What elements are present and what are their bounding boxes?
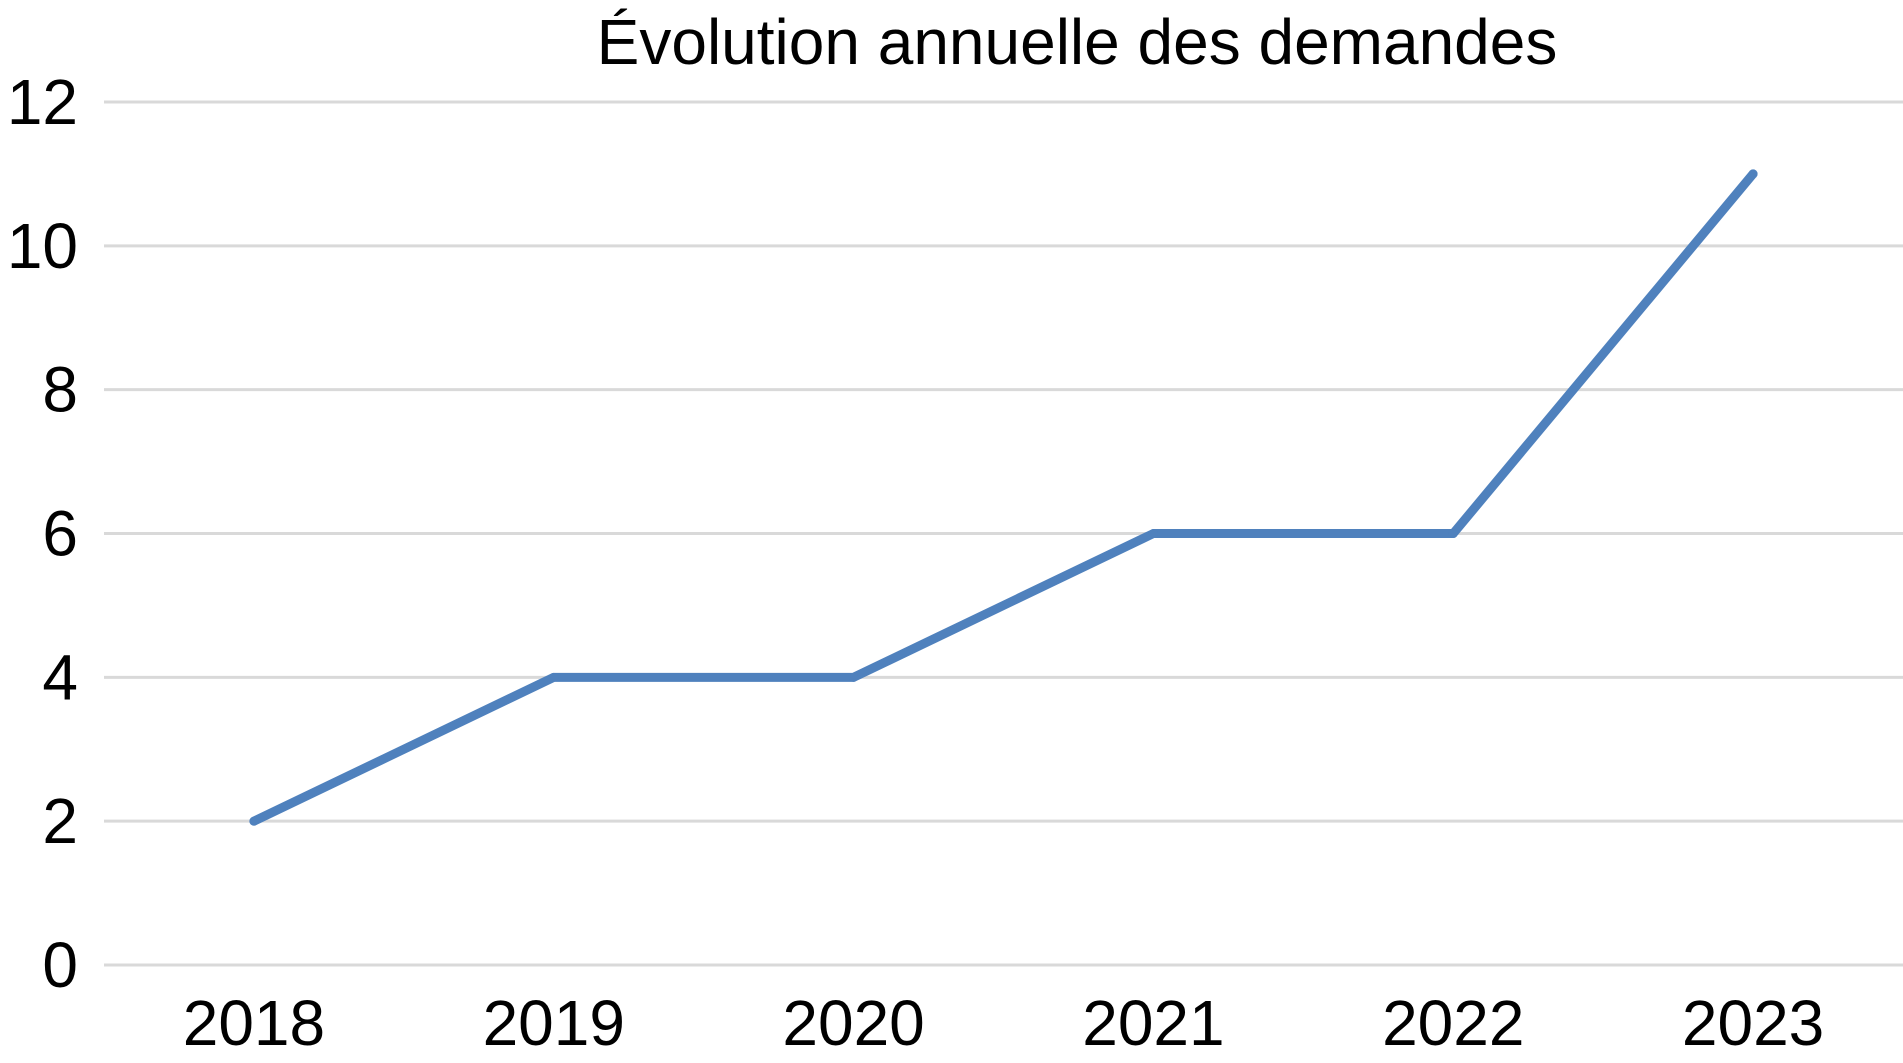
y-tick-label: 4 (42, 641, 78, 713)
y-tick-label: 12 (7, 66, 78, 138)
x-tick-label: 2019 (483, 987, 625, 1059)
data-point (849, 672, 859, 682)
y-tick-label: 0 (42, 929, 78, 1001)
series-layer (249, 169, 1758, 826)
x-tick-label: 2020 (782, 987, 924, 1059)
chart-title: Évolution annuelle des demandes (597, 6, 1558, 78)
x-tick-label: 2023 (1682, 987, 1824, 1059)
x-axis-tick-labels: 2018 2019 2020 2021 2022 2023 (183, 987, 1825, 1059)
data-point (249, 816, 259, 826)
data-point (549, 672, 559, 682)
y-tick-label: 10 (7, 210, 78, 282)
x-tick-label: 2021 (1082, 987, 1224, 1059)
data-point (1748, 169, 1758, 179)
y-tick-label: 2 (42, 785, 78, 857)
x-tick-label: 2022 (1382, 987, 1524, 1059)
series-line-0 (249, 169, 1758, 826)
y-tick-label: 8 (42, 354, 78, 426)
y-axis-tick-labels: 0 2 4 6 8 10 12 (7, 66, 78, 1001)
y-tick-label: 6 (42, 498, 78, 570)
data-point (1448, 529, 1458, 538)
x-tick-label: 2018 (183, 987, 325, 1059)
gridlines (104, 100, 1903, 967)
data-point (1148, 529, 1158, 538)
